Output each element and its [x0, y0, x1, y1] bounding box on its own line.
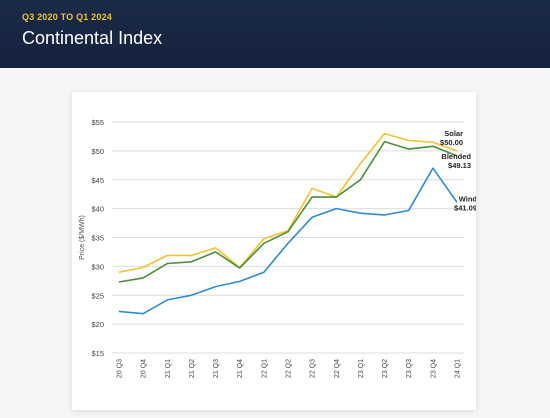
y-tick-label: $40	[91, 205, 104, 214]
series-name-label: Wind	[459, 194, 476, 203]
x-tick-label: 22 Q1	[261, 359, 268, 378]
page-title: Continental Index	[22, 28, 163, 48]
y-axis-label: Price ($/MWh)	[79, 215, 86, 260]
x-tick-label: 21 Q2	[189, 359, 196, 378]
series-line-wind	[118, 167, 458, 315]
y-tick-label: $50	[91, 147, 104, 156]
x-tick-label: 24 Q1	[455, 359, 462, 378]
y-tick-label: $25	[91, 291, 104, 300]
series-name-label: Blended	[441, 152, 471, 161]
y-axis-ticks: $15 $20 $25 $30 $35 $40 $45 $50 $55	[91, 118, 104, 358]
x-tick-label: 22 Q3	[310, 359, 317, 378]
y-tick-label: $55	[91, 118, 104, 127]
series-end-labels: Solar$50.00 Blended$49.13 Wind$41.09	[440, 129, 477, 212]
date-range-label: Q3 2020 TO Q1 2024	[22, 12, 112, 22]
grid-layer	[112, 121, 464, 354]
series-name-label: Solar	[444, 129, 463, 138]
x-tick-label: 23 Q1	[358, 359, 365, 378]
x-tick-label: 22 Q4	[334, 359, 341, 378]
series-value-label: $50.00	[440, 138, 463, 147]
series-value-label: $41.09	[454, 203, 476, 212]
x-tick-label: 21 Q1	[165, 359, 172, 378]
y-tick-label: $20	[91, 320, 104, 329]
x-tick-label: 23 Q3	[406, 359, 413, 378]
x-tick-label: 22 Q2	[286, 359, 293, 378]
x-tick-label: 21 Q4	[237, 359, 244, 378]
x-tick-label: 21 Q3	[213, 359, 220, 378]
series-line-blended	[118, 140, 458, 283]
series-value-label: $49.13	[448, 161, 471, 170]
y-tick-label: $15	[91, 349, 104, 358]
page-header: Q3 2020 TO Q1 2024 Continental Index	[0, 0, 550, 68]
x-tick-label: 20 Q3	[117, 359, 124, 378]
x-axis-ticks: 20 Q3 20 Q4 21 Q1 21 Q2 21 Q3 21 Q4 22 Q1 22 Q2…	[117, 359, 462, 378]
x-tick-label: 23 Q4	[430, 359, 437, 378]
y-tick-label: $45	[91, 176, 104, 185]
x-tick-label: 23 Q2	[382, 359, 389, 378]
chart-card: $15 $20 $25 $30 $35 $40 $45 $50 $55 20 Q3 20 Q4 21…	[72, 92, 477, 410]
y-tick-label: $35	[91, 234, 104, 243]
series-line-solar	[118, 132, 458, 273]
y-tick-label: $30	[91, 262, 104, 271]
x-tick-label: 20 Q4	[141, 359, 148, 378]
series-layer	[118, 132, 458, 315]
price-line-chart: $15 $20 $25 $30 $35 $40 $45 $50 $55 20 Q3 20 Q4 21…	[79, 118, 477, 378]
